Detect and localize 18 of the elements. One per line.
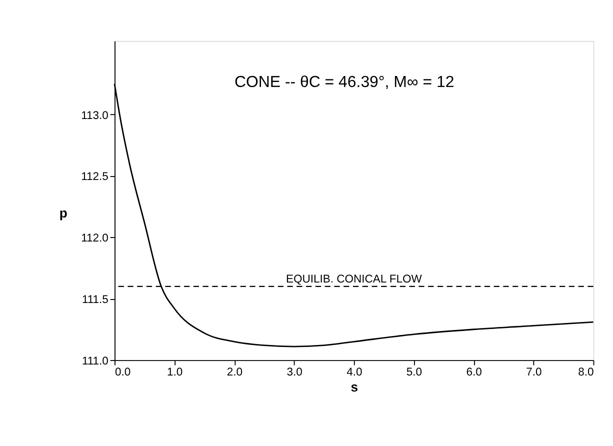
x-tick-label: 8.0 [578,366,594,379]
y-tick-label: 111.5 [82,294,108,306]
x-tick-label: 2.0 [226,366,243,379]
y-tick-label: 112.0 [81,232,108,245]
y-tick-label: 112.5 [81,171,108,184]
x-tick-label: 6.0 [466,366,482,379]
ref-line-label: EQUILIB. CONICAL FLOW [286,274,422,286]
text: CONE -- θC = 46.39°, M∞ = 12 [234,74,454,92]
x-tick-label: 5.0 [406,366,422,379]
y-tick-label: 111.0 [82,355,108,368]
x-tick-label: 4.0 [346,366,362,379]
y-tick-label: 113.0 [81,110,108,122]
y-axis-title: p [59,205,68,220]
x-axis-title: s [350,380,358,395]
x-tick-label: 7.0 [526,366,542,379]
x-tick-label: 1.0 [167,366,183,379]
x-tick-label: 3.0 [286,366,302,379]
x-tick-label: 0.0 [114,366,131,379]
